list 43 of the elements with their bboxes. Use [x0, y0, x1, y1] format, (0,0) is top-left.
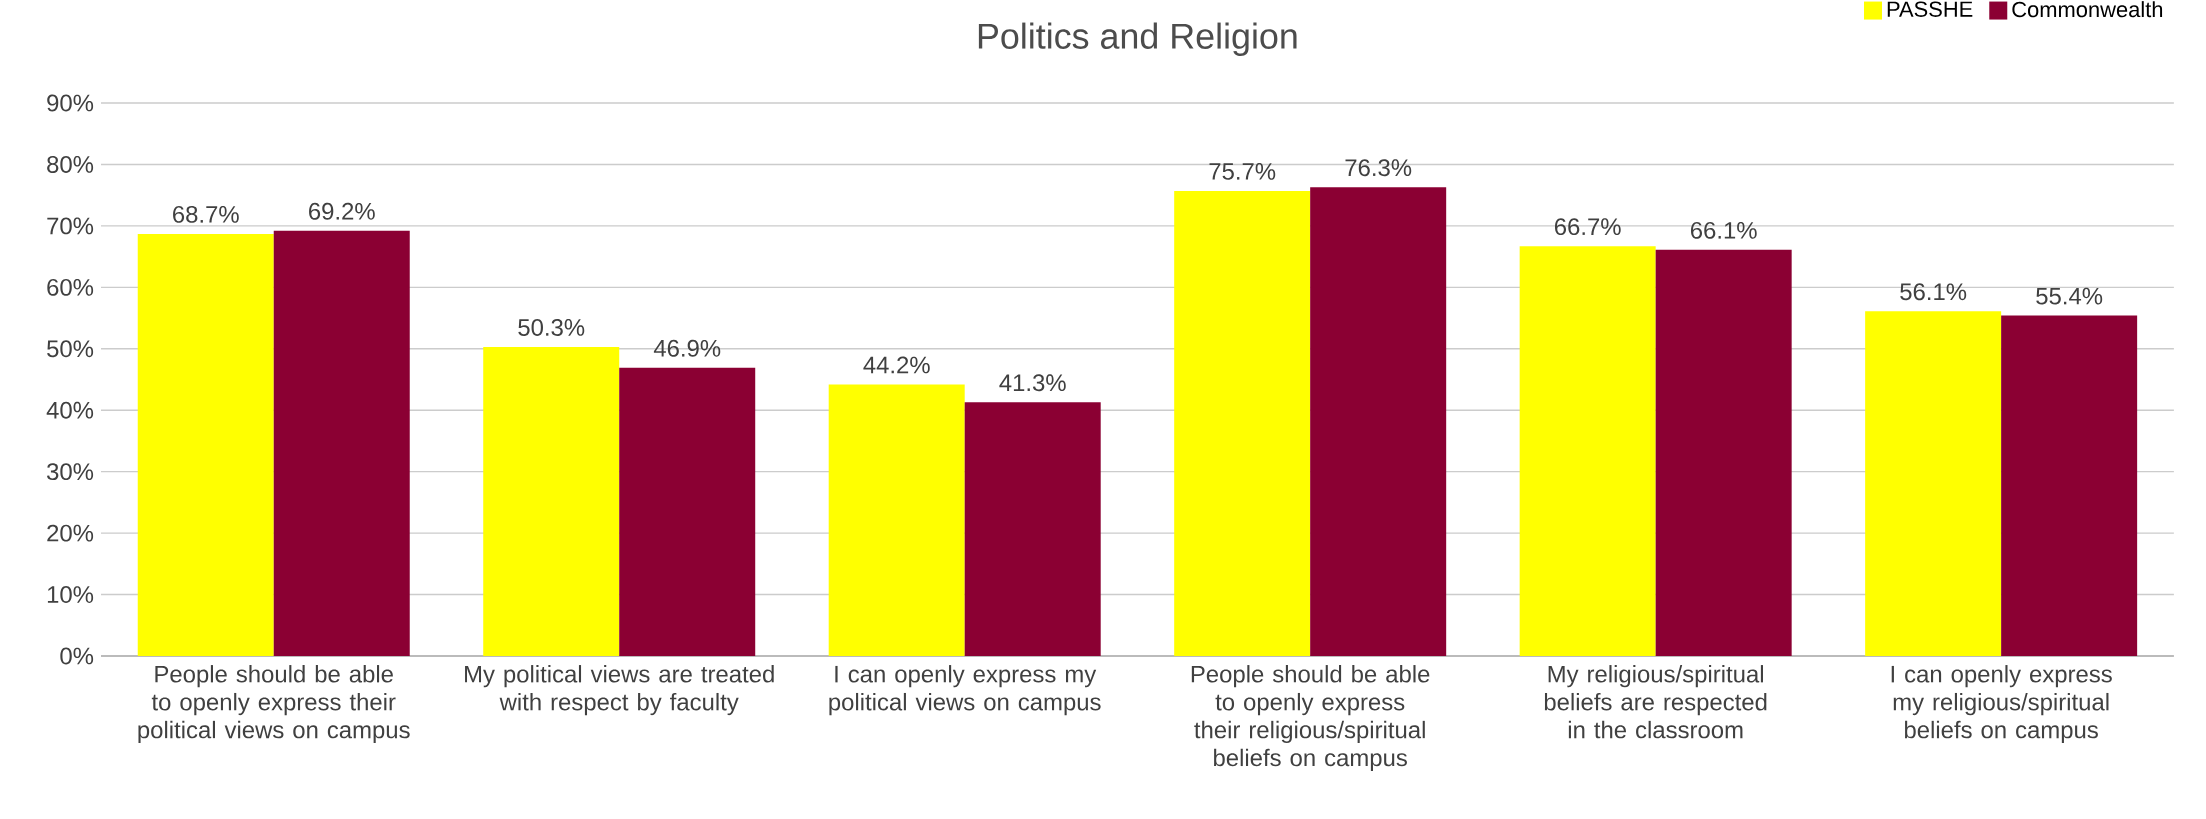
data-label: 44.2%: [863, 356, 930, 374]
data-label: 41.3%: [999, 374, 1066, 392]
y-tick-label: 20%: [47, 524, 94, 542]
y-tick-label: 70%: [47, 217, 94, 235]
y-tick-label: 0%: [60, 647, 94, 665]
chart-title: Politics and Religion: [978, 22, 1297, 57]
data-label: 66.7%: [1554, 218, 1621, 236]
bar: [273, 230, 410, 656]
y-tick-label: 60%: [47, 278, 94, 296]
y-tick-label: 40%: [46, 401, 94, 419]
bar: [1174, 190, 1311, 656]
y-tick-label: 80%: [47, 156, 94, 173]
bar: [1519, 246, 1656, 656]
bar: [2001, 315, 2138, 656]
data-label: 75.7%: [1209, 163, 1276, 180]
y-tick-label: 90%: [47, 94, 94, 112]
bar: [483, 346, 620, 656]
data-label: 69.2%: [309, 202, 375, 220]
bar: [1865, 311, 2002, 656]
bar: [1310, 187, 1447, 656]
y-tick-label: 10%: [47, 586, 94, 604]
x-tick-label: I can openly express my religious/spiritual beliefs on campus: [1891, 665, 2112, 744]
data-label: 56.1%: [1900, 283, 1967, 301]
bar: [964, 402, 1101, 656]
y-tick-label: 50%: [47, 340, 94, 358]
legend-label: Commonwealth: [2012, 1, 2163, 18]
y-tick-label: 30%: [47, 463, 94, 481]
data-label: 50.3%: [518, 318, 585, 336]
x-tick-label: People should be able to openly express their religious/spiritual beliefs on campus: [1191, 665, 1430, 772]
bar: [137, 233, 274, 656]
data-label: 55.4%: [2036, 287, 2103, 305]
bar: [1655, 249, 1792, 656]
data-label: 76.3%: [1345, 159, 1412, 177]
data-label: 46.9%: [653, 339, 721, 357]
legend-label: PASSHE: [1887, 1, 1973, 17]
x-tick-label: My religious/spiritual beliefs are respected in the classroom: [1544, 665, 1767, 739]
x-tick-label: My political views are treated with respect by faculty: [465, 665, 774, 716]
data-label: 68.7%: [173, 205, 239, 223]
bar: [828, 384, 965, 656]
data-label: 66.1%: [1690, 221, 1757, 239]
bar: [619, 367, 756, 656]
x-tick-label: People should be able to openly express their political views on campus: [138, 665, 410, 744]
x-tick-label: I can openly express my political views on campus: [829, 665, 1101, 716]
